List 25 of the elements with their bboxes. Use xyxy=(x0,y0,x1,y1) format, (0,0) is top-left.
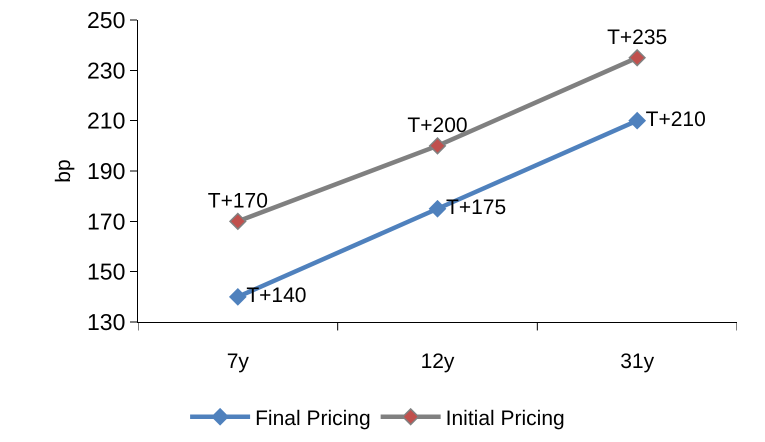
point xyxy=(628,49,646,66)
point xyxy=(428,200,446,218)
x-tick-label: 31y xyxy=(620,350,655,374)
y-tick-label: 150 xyxy=(87,258,126,285)
legend-label: Initial Pricing xyxy=(446,406,565,430)
point xyxy=(229,288,246,306)
y-tick-label: 170 xyxy=(87,208,126,234)
y-tick-label: 250 xyxy=(87,7,126,34)
y-tick-label: 190 xyxy=(87,158,126,184)
x-tick-label: 12y xyxy=(420,350,455,374)
y-tick-label: 230 xyxy=(87,57,126,84)
point xyxy=(628,112,646,130)
data-label: T+235 xyxy=(607,26,668,49)
y-tick-label: 210 xyxy=(87,108,126,134)
data-label: T+210 xyxy=(646,108,706,131)
point xyxy=(229,212,246,230)
legend-label: Final Pricing xyxy=(255,406,371,430)
y-axis-title: bp xyxy=(52,159,76,183)
data-label: T+200 xyxy=(407,114,468,138)
y-tick-label: 130 xyxy=(87,309,126,336)
x-tick-label: 7y xyxy=(226,350,250,374)
point xyxy=(428,137,446,154)
data-label: T+175 xyxy=(446,196,506,219)
data-label: T+170 xyxy=(208,190,268,213)
data-label: T+140 xyxy=(246,284,306,308)
